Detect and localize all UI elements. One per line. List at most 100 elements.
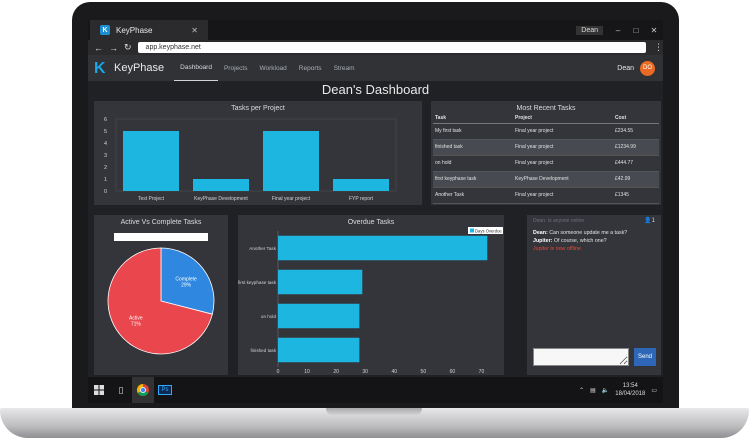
chrome-icon[interactable] (132, 377, 154, 403)
project-cell: Final year project (513, 139, 613, 156)
online-count: 1 (651, 218, 655, 224)
y-tick-label: on hold (261, 314, 277, 319)
x-tick-label: 10 (304, 369, 310, 373)
clock[interactable]: 13:54 18/04/2018 (615, 382, 645, 398)
cost-cell: £1345 (613, 187, 659, 204)
system-tray: ⌃ ▤ 🔈 13:54 18/04/2018 ▭ (579, 382, 657, 398)
forward-icon[interactable]: → (109, 42, 118, 53)
close-window-icon[interactable]: ✕ (650, 25, 658, 35)
nav-stream[interactable]: Stream (333, 64, 355, 72)
task-cell: My first task (433, 123, 513, 140)
app-navbar: K KeyPhase Dashboard Projects Workload R… (88, 55, 663, 81)
chat-messages: Dean: Can someone update me a task? Jupi… (533, 229, 651, 253)
table-row[interactable]: Another Task Final year project £1345 (433, 187, 659, 204)
table-row[interactable]: first keyphase task KeyPhase Development £… (433, 171, 659, 188)
cost-cell: £42.99 (613, 171, 659, 188)
bar (333, 179, 389, 191)
table-row[interactable]: on hold Final year project £444.77 (433, 155, 659, 172)
photoshop-icon[interactable]: Ps (154, 377, 176, 403)
legend-swatch (470, 228, 474, 233)
browser-titlebar: K KeyPhase ✕ Dean – □ ✕ (88, 20, 663, 40)
notifications-icon[interactable]: ▭ (651, 387, 657, 394)
active-complete-title: Active Vs Complete Tasks (120, 219, 202, 226)
pie-slice (160, 247, 215, 315)
chat-user: Jupiter: (533, 238, 553, 244)
project-cell: KeyPhase Development (513, 171, 613, 188)
bar (278, 235, 488, 261)
send-button[interactable]: Send (634, 348, 656, 366)
reload-icon[interactable]: ↻ (124, 42, 132, 52)
y-tick-label: 4 (104, 141, 107, 147)
plot-area (115, 118, 397, 192)
x-tick-label: 70 (479, 369, 485, 373)
minimize-icon[interactable]: – (615, 25, 621, 35)
x-tick-label: 60 (450, 369, 456, 373)
chat-online-count: 👤1 (644, 217, 655, 224)
col-task: Task (433, 113, 513, 124)
window-user-badge[interactable]: Dean (576, 25, 603, 35)
task-cell: first keyphase task (433, 171, 513, 188)
task-view-icon[interactable]: ▯ (118, 384, 124, 395)
back-icon[interactable]: ← (94, 42, 103, 53)
network-icon[interactable]: ▤ (590, 387, 596, 394)
x-tick-label: 20 (333, 369, 339, 373)
slice-value-label: 71% (131, 321, 142, 327)
project-cell: Final year project (513, 123, 613, 140)
recent-tasks-table: Task Project Cost My first task Final yea… (433, 113, 659, 204)
maximize-icon[interactable]: □ (633, 25, 639, 35)
y-tick-label: Another Task (249, 246, 276, 251)
y-tick-label: first keyphase task (238, 280, 277, 285)
y-tick-label: 1 (104, 177, 107, 183)
nav-workload[interactable]: Workload (259, 64, 287, 72)
y-tick-label: 5 (104, 129, 107, 135)
chat-panel: Dean: Is anyone online 👤1 Dean: Can some… (527, 215, 661, 375)
nav-dashboard[interactable]: Dashboard (174, 55, 218, 81)
task-cell: finished task (433, 139, 513, 156)
x-tick-label: FYP report (349, 196, 374, 202)
chat-text: Of course, which one? (552, 238, 607, 244)
taskbar: ▯ Ps ⌃ ▤ 🔈 13:54 18/04/2018 ▭ (88, 377, 663, 403)
overdue-chart: 0 10 20 30 40 50 60 70 Another Task first keyphas… (238, 227, 503, 373)
chat-user: Dean: (533, 230, 548, 236)
tab-title: KeyPhase (116, 25, 153, 35)
y-tick-label: 0 (104, 189, 107, 195)
bar (278, 337, 360, 363)
brand-name[interactable]: KeyPhase (114, 62, 165, 74)
nav-user-name[interactable]: Dean (617, 64, 634, 72)
tab-close-icon[interactable]: ✕ (191, 25, 198, 35)
bar (278, 303, 360, 329)
bar (278, 269, 363, 295)
task-cell: on hold (433, 155, 513, 172)
avatar[interactable]: DO (640, 60, 655, 76)
legend-label: Days Overdue (475, 228, 502, 233)
recent-tasks-title: Most Recent Tasks (516, 105, 576, 112)
laptop-base (0, 408, 749, 438)
address-bar: ← → ↻ app.keyphase.net ⋮ (88, 40, 663, 55)
volume-icon[interactable]: 🔈 (601, 387, 610, 394)
tasks-per-project-panel: Tasks per Project 0 1 2 3 4 5 6 Test Project Key… (94, 101, 422, 205)
browser-menu-icon[interactable]: ⋮ (654, 42, 663, 52)
laptop-notch (326, 408, 422, 416)
keyphase-brand-icon[interactable]: K (94, 59, 106, 77)
url-input[interactable]: app.keyphase.net (137, 42, 646, 53)
table-row[interactable]: My first task Final year project £234.55 (433, 123, 659, 140)
project-cell: Final year project (513, 155, 613, 172)
nav-reports[interactable]: Reports (298, 64, 322, 72)
x-tick-label: 50 (421, 369, 427, 373)
user-icon: 👤 (644, 218, 652, 224)
table-row[interactable]: finished task Final year project £1234.99 (433, 139, 659, 156)
tray-up-icon[interactable]: ⌃ (579, 387, 585, 394)
chat-input[interactable] (533, 348, 629, 366)
task-cell: Another Task (433, 187, 513, 204)
tasks-per-project-title: Tasks per Project (231, 105, 285, 112)
windows-start-icon[interactable] (88, 377, 110, 403)
chat-header: Dean: Is anyone online (533, 218, 585, 224)
recent-tasks-panel: Most Recent Tasks Task Project Cost My f… (431, 101, 661, 205)
nav-projects[interactable]: Projects (223, 64, 248, 72)
keyphase-logo-icon: K (100, 25, 110, 35)
chat-message: Dean: Can someone update me a task? (533, 229, 651, 237)
photoshop-label: Ps (158, 385, 172, 395)
pie-legend-box (114, 233, 208, 241)
browser-tab[interactable]: K KeyPhase ✕ (90, 20, 208, 40)
